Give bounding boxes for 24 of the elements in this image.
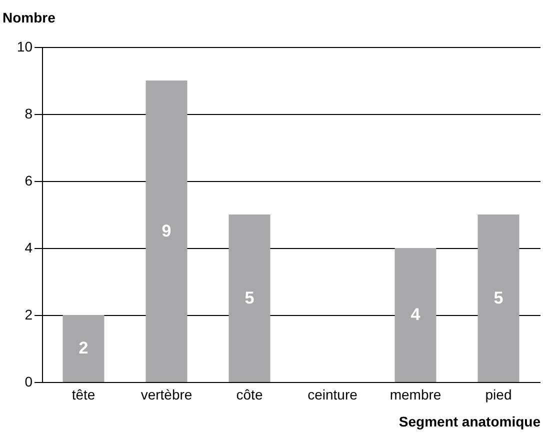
y-tick-label: 10 xyxy=(16,38,33,54)
data-label: 9 xyxy=(162,221,172,240)
data-label: 5 xyxy=(494,288,504,308)
bar xyxy=(228,214,270,382)
bar xyxy=(478,214,520,382)
bar xyxy=(394,248,436,382)
x-tick-label: pied xyxy=(485,386,512,402)
x-tick-label: côte xyxy=(236,386,263,402)
y-tick-label: 0 xyxy=(24,374,33,390)
data-label: 2 xyxy=(78,338,88,358)
x-axis-title: Segment anatomique xyxy=(398,414,541,430)
y-tick-label: 8 xyxy=(24,106,33,122)
x-tick-label: vertèbre xyxy=(140,386,192,402)
bar xyxy=(62,315,104,382)
y-tick-label: 6 xyxy=(24,172,33,188)
data-label: 5 xyxy=(244,288,254,308)
bar xyxy=(146,80,188,382)
y-axis-title: Nombre xyxy=(2,10,56,26)
y-tick-label: 4 xyxy=(24,240,33,256)
data-label: 4 xyxy=(410,305,421,324)
y-tick-label: 2 xyxy=(24,306,33,322)
x-tick-label: tête xyxy=(72,386,96,402)
x-tick-label: ceinture xyxy=(308,386,358,402)
x-tick-label: membre xyxy=(390,386,442,402)
